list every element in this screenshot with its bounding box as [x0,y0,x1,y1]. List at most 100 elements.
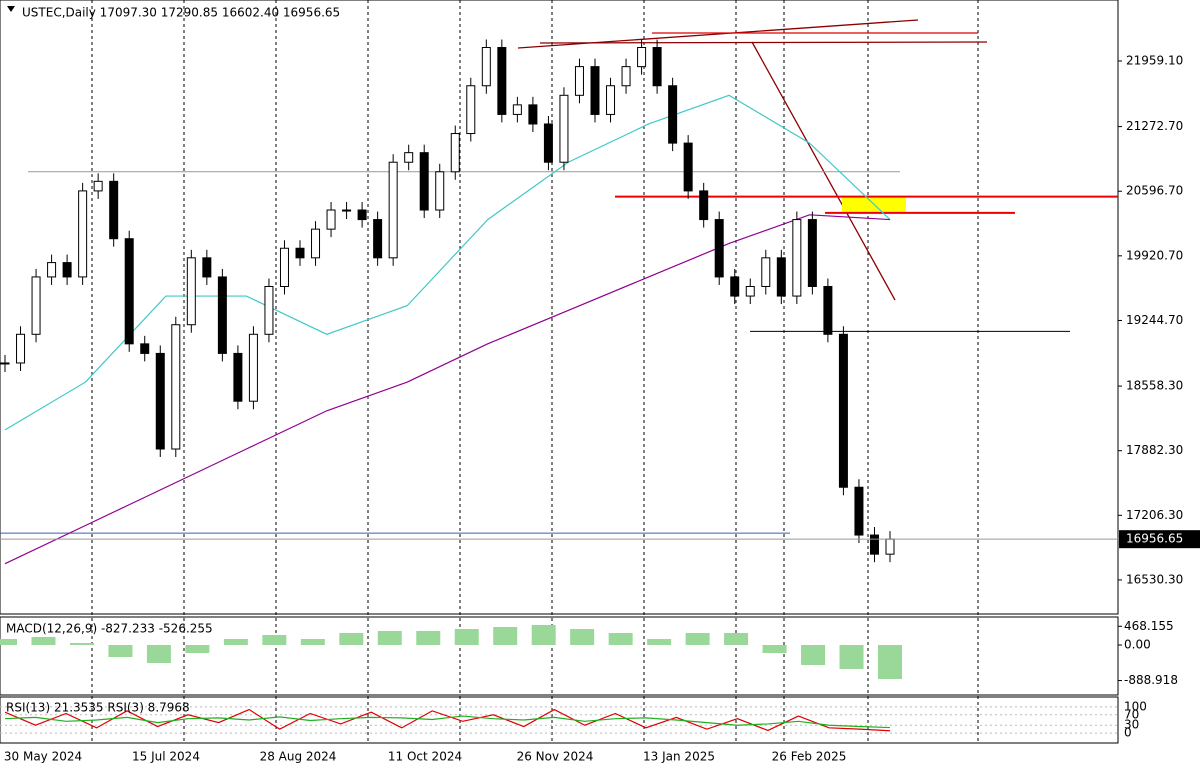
candle [155,352,165,450]
macd-bar [223,639,248,645]
candle [248,333,258,402]
period-separators [91,0,979,743]
candle [124,238,134,345]
moving-average [4,214,891,565]
trend-lines [517,19,988,301]
candle [512,104,522,115]
candle [16,333,26,364]
y-tick-label: 0.00 [1124,638,1151,652]
candle [823,285,833,335]
macd-bar [608,633,633,645]
rsi-panel [0,696,1119,744]
candle [342,209,352,212]
candle [419,152,429,211]
candle [854,486,864,536]
collapse-icon [7,6,15,12]
x-tick-label: 30 May 2024 [4,750,82,764]
candle [311,228,321,259]
macd-bar [647,639,672,645]
candle [93,180,103,192]
candle [404,152,414,163]
macd-bar [416,631,441,645]
candle [186,257,196,326]
candle [543,123,553,163]
y-tick-label: 30 [1124,718,1139,732]
x-tick-label: 28 Aug 2024 [260,750,337,764]
macd-label: MACD(12,26,9) -827.233 -526.255 [6,622,213,636]
candle [699,190,709,221]
macd-bar [724,633,749,645]
candle [326,209,336,230]
candle [435,171,445,211]
y-tick-label: 0 [1124,726,1132,740]
candle [621,66,631,87]
candle [450,133,460,173]
y-tick-label: 21272.70 [1126,119,1183,133]
candle [140,343,150,354]
candle [62,262,72,278]
candle [47,262,57,278]
macd-bar [300,639,325,645]
macd-bar [454,629,479,645]
rsi-line [4,708,891,732]
macd-bar [0,639,17,645]
y-tick-label: 468.155 [1124,619,1174,633]
candle [217,276,227,354]
macd-bar [801,645,826,665]
y-tick-label: 19920.70 [1126,248,1183,262]
rsi-line [4,715,891,729]
macd-bar [185,645,210,653]
candle [730,276,740,297]
candle [652,47,662,87]
candle [388,161,398,259]
candle [869,534,879,555]
y-tick-label: 18558.30 [1126,379,1183,393]
candle [559,94,569,163]
candle [807,219,817,287]
x-tick-label: 11 Oct 2024 [388,750,462,764]
candle [838,333,848,488]
candle [683,142,693,192]
y-tick-label: 20596.70 [1126,184,1183,198]
candle [761,257,771,287]
candle [357,209,367,221]
candle [776,257,786,297]
candle [78,190,88,278]
candle [497,47,507,115]
candle [792,219,802,297]
macd-bar [69,643,94,645]
y-tick-label: 100 [1124,699,1147,713]
candle [745,285,755,297]
candle [668,85,678,144]
macd-bar [531,625,556,645]
y-tick-label: 70 [1124,707,1139,721]
candle [295,247,305,259]
main-panel [0,0,1119,615]
current-price-box [1119,530,1200,549]
candle [233,352,243,402]
macd-bar [31,637,56,645]
x-tick-label: 13 Jan 2025 [643,750,715,764]
candle [466,85,476,135]
candle [202,257,212,278]
macd-bar [570,629,595,645]
candle [0,362,10,365]
macd-bar [108,645,133,657]
macd-bar [493,627,518,645]
y-tick-label: 17882.30 [1126,443,1183,457]
candle [373,219,383,259]
y-tick-label: -888.918 [1124,673,1178,687]
macd-bar [146,645,171,663]
candle [606,85,616,115]
candle [574,66,584,96]
candle [171,324,181,450]
rsi-label: RSI(13) 21.3535 RSI(3) 8.7968 [6,701,190,715]
chart-header: USTEC,Daily 17097.30 17290.85 16602.40 1… [22,6,340,20]
candle [528,104,538,125]
candle [885,538,895,555]
macd-bar [685,633,710,645]
macd-bar [762,645,787,653]
x-tick-label: 26 Nov 2024 [517,750,594,764]
macd-bar [377,631,402,645]
